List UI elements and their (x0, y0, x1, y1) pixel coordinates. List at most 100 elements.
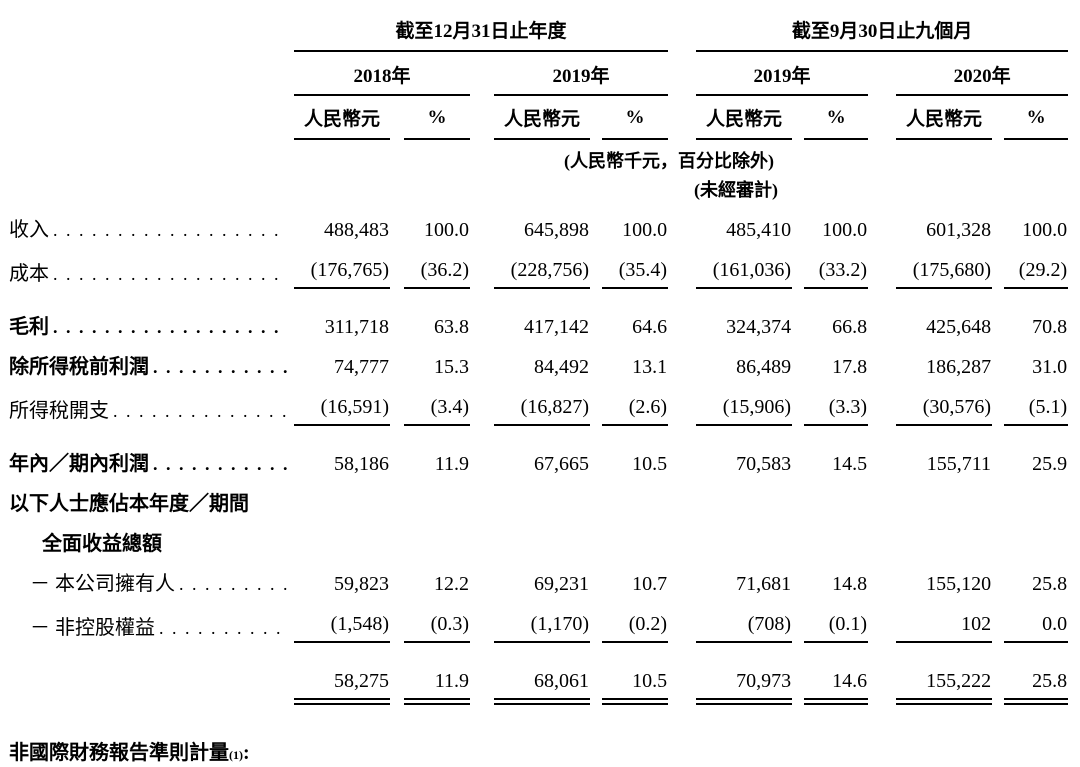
col-gap (590, 341, 602, 381)
row-label-text: 毛利 (9, 316, 49, 338)
section-gap (8, 425, 1068, 438)
value-cell: 155,711 (926, 453, 992, 475)
col-gap (992, 341, 1004, 381)
currency-unit-header: 人民幣元 (696, 95, 793, 140)
value-cell: 100.0 (424, 219, 469, 241)
table-row: 以下人士應佔本年度／期間 (8, 478, 1068, 518)
col-gap (470, 244, 494, 288)
col-gap (992, 204, 1004, 244)
value-cell: 11.9 (434, 453, 469, 475)
unit-header-row: 人民幣元 % 人民幣元 % 人民幣元 % 人民幣元 % (8, 95, 1069, 140)
col-gap (868, 204, 896, 244)
col-gap (668, 381, 696, 425)
col-gap (668, 598, 696, 642)
period-header-annual: 截至12月31日止年度 (294, 12, 669, 52)
col-gap (868, 598, 896, 642)
col-gap (868, 438, 896, 478)
row-label-text: 成本 (9, 263, 49, 285)
percent-header: % (804, 95, 869, 140)
table-row: 年內／期內利潤 58,186 11.9 67,665 10.5 70,583 14.5 155… (8, 438, 1068, 478)
dot-leader (53, 219, 287, 242)
col-gap (868, 558, 896, 598)
row-label-text: 所得稅開支 (9, 400, 109, 422)
dot-leader (159, 617, 287, 640)
value-cell: (175,680) (896, 244, 993, 289)
row-label: 全面收益總額 (8, 518, 294, 558)
value-cell: 155,120 (926, 573, 992, 595)
col-gap (8, 51, 294, 95)
percent-header: % (404, 95, 470, 140)
col-gap (792, 301, 804, 341)
table-row: 除所得稅前利潤 74,777 15.3 84,492 13.1 86,489 17.8 186… (8, 341, 1068, 381)
table-row: － 非控股權益 (1,548) (0.3) (1,170) (0.2) (708)(0.1… (8, 598, 1069, 643)
row-label-text: 除所得稅前利潤 (9, 356, 149, 378)
value-cell: 15.3 (434, 356, 469, 378)
value-cell: 100.0 (822, 219, 868, 241)
col-gap (668, 438, 696, 478)
value-cell: 17.8 (832, 356, 868, 378)
value-cell: 69,231 (534, 573, 589, 595)
col-gap (590, 95, 602, 139)
row-label-text: 以下人士應佔本年度／期間 (9, 493, 249, 515)
row-label: 非國際財務報告準則計量 (1): (8, 727, 294, 767)
value-cell: 10.7 (632, 573, 668, 595)
col-gap (868, 301, 896, 341)
col-gap (992, 244, 1004, 288)
value-cell: (15,906) (696, 381, 793, 426)
table-row: 所得稅開支(16,591)(3.4)(16,827)(2.6)(15,906)(… (8, 381, 1069, 426)
row-label-text: － 本公司擁有人 (30, 573, 175, 595)
value-cell: 13.1 (632, 356, 668, 378)
value-cell: 14.5 (832, 453, 868, 475)
unaudited-note: (未經審計) (694, 180, 778, 200)
value-cell: 58,275 (294, 655, 390, 705)
value-cell: 63.8 (434, 316, 469, 338)
value-cell: 417,142 (524, 316, 589, 338)
value-cell: 425,648 (926, 316, 992, 338)
empty-cell (294, 727, 1068, 767)
row-label: 收入 (8, 204, 294, 244)
col-gap (390, 438, 404, 478)
section-gap (8, 288, 1068, 301)
dot-leader (53, 316, 287, 339)
value-cell: 102 (896, 598, 993, 643)
value-cell: 10.5 (632, 453, 668, 475)
col-gap (868, 341, 896, 381)
col-gap (590, 381, 602, 425)
col-gap (470, 204, 494, 244)
col-gap (390, 341, 404, 381)
col-gap (792, 95, 804, 139)
unaudited-note-row: (未經審計) (8, 174, 1068, 204)
value-cell: 86,489 (736, 356, 792, 378)
col-gap (992, 558, 1004, 598)
col-gap (668, 655, 696, 702)
col-gap (792, 655, 804, 702)
col-gap (470, 655, 494, 702)
row-label-text: 全面收益總額 (42, 533, 162, 555)
row-label: 以下人士應佔本年度／期間 (8, 478, 294, 518)
col-gap (590, 204, 602, 244)
value-cell: 485,410 (726, 219, 792, 241)
table-row: 毛利 311,718 63.8 417,142 64.6 324,374 66.8 425,6… (8, 301, 1068, 341)
value-cell: (16,827) (494, 381, 590, 426)
value-cell: (228,756) (494, 244, 590, 289)
currency-unit-header: 人民幣元 (294, 95, 390, 140)
col-gap (470, 301, 494, 341)
value-cell: (0.1) (804, 598, 869, 643)
col-gap (8, 95, 294, 139)
value-cell: (33.2) (804, 244, 869, 289)
value-cell: 74,777 (334, 356, 389, 378)
year-header-2019-9m: 2019年 (696, 51, 869, 96)
table-header: 截至12月31日止年度 截至9月30日止九個月 2018年 2019年 2019… (8, 12, 1069, 204)
col-gap (668, 558, 696, 598)
col-gap (590, 558, 602, 598)
value-cell: 11.9 (404, 655, 470, 705)
row-label-text: － 非控股權益 (30, 617, 155, 639)
col-gap (668, 244, 696, 288)
col-gap (868, 244, 896, 288)
value-cell: 58,186 (334, 453, 389, 475)
currency-unit-header: 人民幣元 (896, 95, 993, 140)
table-row: 成本 (176,765) (36.2) (228,756) (35.4) (161,036… (8, 244, 1069, 289)
col-gap (992, 655, 1004, 702)
col-gap (470, 598, 494, 642)
